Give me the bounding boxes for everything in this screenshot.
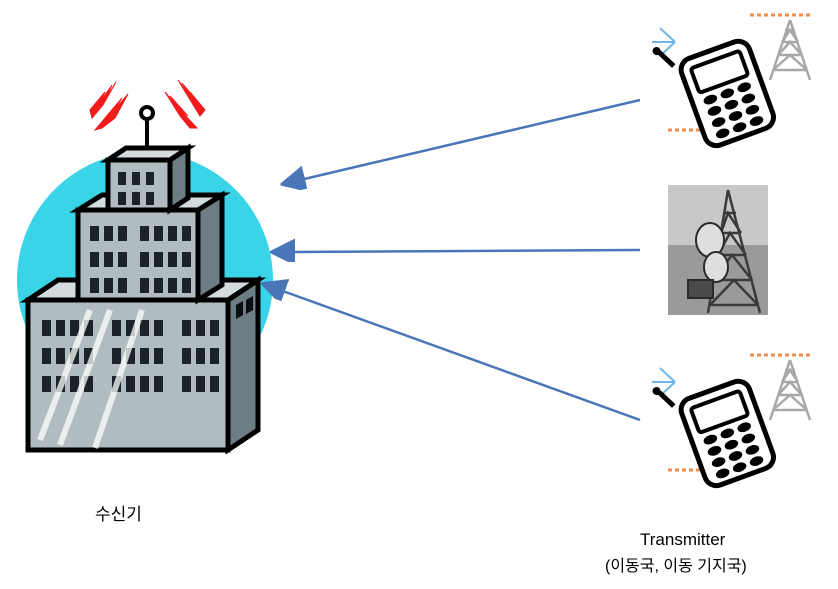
receiver-building bbox=[17, 80, 273, 450]
signal-arrows bbox=[280, 100, 640, 420]
base-station-tower bbox=[668, 185, 768, 315]
antenna-icon bbox=[141, 107, 153, 148]
mobile-phone-bottom bbox=[651, 355, 810, 496]
receiver-label: 수신기 bbox=[95, 500, 142, 525]
mobile-phone-top bbox=[651, 15, 810, 156]
transmitter-label: Transmitter bbox=[640, 530, 725, 550]
transmitter-sublabel: (이동국, 이동 기지국) bbox=[605, 552, 747, 576]
